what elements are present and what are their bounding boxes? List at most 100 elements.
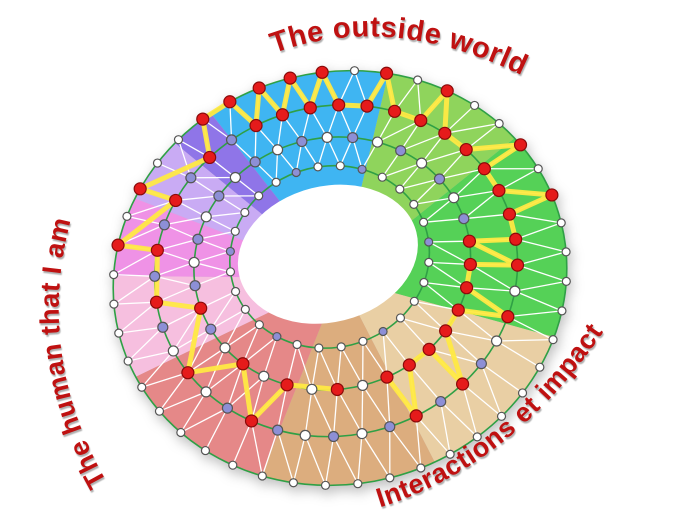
network-node[interactable]	[288, 478, 299, 488]
network-node[interactable]	[416, 463, 426, 473]
network-node-selected[interactable]	[303, 101, 317, 115]
network-node[interactable]	[254, 191, 264, 201]
network-node[interactable]	[205, 323, 217, 335]
network-node[interactable]	[271, 177, 281, 187]
network-node[interactable]	[327, 430, 340, 443]
network-node-selected[interactable]	[414, 113, 428, 128]
network-node[interactable]	[556, 218, 566, 228]
network-node[interactable]	[254, 320, 264, 330]
network-node-selected[interactable]	[196, 112, 210, 126]
network-node-selected[interactable]	[462, 234, 477, 248]
network-node-selected[interactable]	[360, 99, 374, 113]
network-node[interactable]	[517, 388, 528, 398]
network-node[interactable]	[306, 383, 318, 395]
network-node[interactable]	[424, 237, 434, 247]
network-node[interactable]	[213, 190, 225, 202]
network-node-selected[interactable]	[502, 207, 517, 221]
network-node-selected[interactable]	[402, 358, 416, 372]
network-node[interactable]	[433, 173, 446, 185]
network-node-selected[interactable]	[111, 238, 125, 252]
network-node[interactable]	[353, 479, 363, 489]
network-node[interactable]	[225, 246, 235, 257]
network-node[interactable]	[109, 270, 119, 280]
network-node-selected[interactable]	[330, 382, 344, 397]
network-node[interactable]	[137, 382, 147, 392]
network-node-selected[interactable]	[545, 188, 559, 202]
network-node-selected[interactable]	[501, 310, 515, 324]
network-node[interactable]	[114, 328, 124, 338]
network-node-selected[interactable]	[388, 104, 402, 118]
network-node[interactable]	[469, 100, 480, 111]
network-node-selected[interactable]	[455, 377, 470, 391]
network-node-selected[interactable]	[181, 366, 195, 380]
network-node[interactable]	[472, 432, 482, 442]
network-node[interactable]	[219, 342, 231, 354]
network-node[interactable]	[321, 131, 333, 144]
network-node-selected[interactable]	[513, 138, 528, 152]
network-node-selected[interactable]	[133, 182, 147, 196]
network-node[interactable]	[240, 207, 250, 218]
network-node-selected[interactable]	[440, 84, 454, 98]
network-node[interactable]	[409, 296, 419, 306]
network-node-selected[interactable]	[380, 370, 394, 384]
network-node[interactable]	[225, 267, 236, 277]
network-node-selected[interactable]	[283, 71, 297, 85]
network-node-selected[interactable]	[459, 281, 474, 295]
network-node-selected[interactable]	[149, 295, 164, 309]
network-node-selected[interactable]	[223, 95, 237, 109]
network-node-selected[interactable]	[459, 142, 473, 157]
network-node[interactable]	[424, 257, 434, 267]
network-node[interactable]	[299, 429, 311, 441]
network-node[interactable]	[496, 411, 507, 421]
network-node-selected[interactable]	[236, 357, 250, 371]
network-node[interactable]	[320, 480, 331, 490]
network-node[interactable]	[385, 473, 395, 483]
network-node[interactable]	[494, 118, 504, 129]
network-node[interactable]	[122, 211, 132, 221]
network-node[interactable]	[448, 192, 460, 204]
network-node[interactable]	[221, 402, 234, 414]
network-node-selected[interactable]	[509, 232, 523, 246]
network-node[interactable]	[189, 280, 201, 292]
network-node[interactable]	[347, 131, 359, 144]
network-node[interactable]	[240, 304, 250, 315]
network-node-selected[interactable]	[203, 150, 217, 165]
network-node[interactable]	[413, 75, 423, 85]
network-node-selected[interactable]	[315, 65, 329, 79]
network-node[interactable]	[395, 145, 407, 157]
network-node[interactable]	[296, 135, 308, 148]
network-node[interactable]	[167, 345, 179, 357]
network-node[interactable]	[272, 331, 282, 342]
network-node-selected[interactable]	[409, 409, 423, 423]
network-node[interactable]	[185, 172, 197, 184]
network-node[interactable]	[378, 326, 388, 337]
network-node[interactable]	[335, 161, 345, 171]
network-node[interactable]	[419, 277, 429, 288]
network-node[interactable]	[200, 211, 212, 223]
network-node[interactable]	[228, 460, 238, 470]
network-node[interactable]	[200, 386, 212, 398]
network-node[interactable]	[377, 172, 387, 182]
network-node[interactable]	[445, 449, 455, 459]
network-node-selected[interactable]	[150, 243, 164, 257]
network-node[interactable]	[230, 286, 241, 297]
network-node[interactable]	[272, 424, 284, 436]
network-node[interactable]	[173, 135, 184, 145]
network-node[interactable]	[349, 66, 360, 76]
network-node[interactable]	[200, 445, 211, 456]
network-node[interactable]	[358, 336, 368, 346]
network-node[interactable]	[395, 313, 406, 323]
network-node[interactable]	[356, 427, 368, 440]
network-node-selected[interactable]	[249, 118, 263, 133]
network-node[interactable]	[490, 335, 503, 347]
network-node[interactable]	[458, 213, 470, 225]
network-node[interactable]	[257, 471, 267, 481]
network-node[interactable]	[475, 358, 487, 370]
network-node[interactable]	[416, 157, 428, 169]
network-node-selected[interactable]	[422, 342, 436, 356]
network-node[interactable]	[225, 134, 238, 146]
network-node-selected[interactable]	[477, 162, 491, 176]
network-node[interactable]	[548, 335, 558, 345]
network-node[interactable]	[313, 162, 323, 172]
network-node[interactable]	[271, 144, 284, 156]
